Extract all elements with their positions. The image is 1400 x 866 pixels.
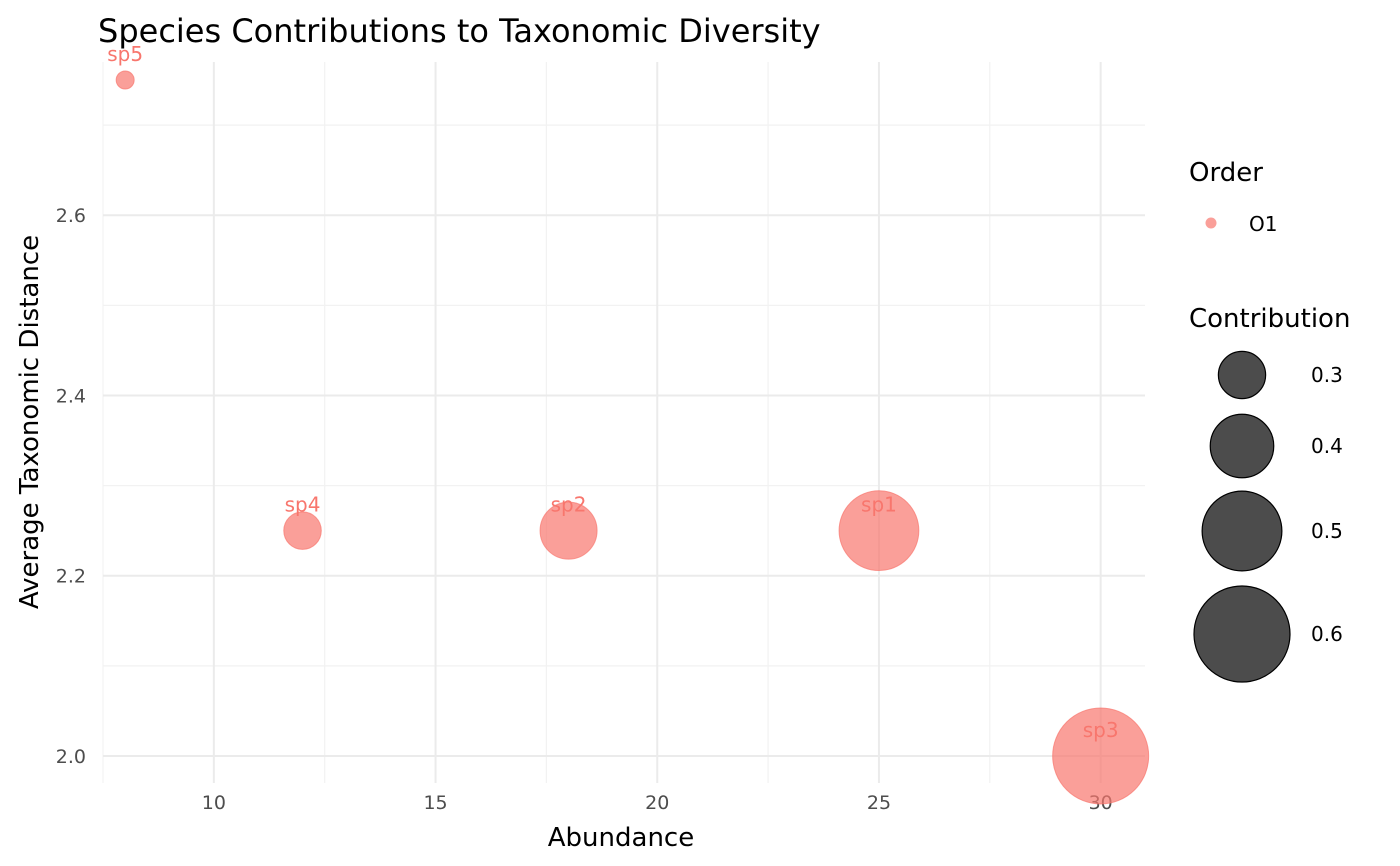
point-sp5 <box>115 70 135 90</box>
x-axis-ticks: 1015202530 <box>202 792 1113 814</box>
legend-contribution-item-label: 0.6 <box>1311 622 1343 646</box>
point-sp1 <box>838 490 920 572</box>
legend-contribution-key-icon <box>1201 490 1283 572</box>
legend-contribution-title: Contribution <box>1189 304 1350 334</box>
point-label-sp3: sp3 <box>1083 718 1119 742</box>
point-label-sp4: sp4 <box>285 493 321 517</box>
point-sp3 <box>1052 707 1150 805</box>
data-points <box>115 70 1150 805</box>
grid-minor <box>102 62 1145 783</box>
y-tick-label: 2.6 <box>56 205 86 227</box>
legend-contribution-item-label: 0.3 <box>1311 363 1343 387</box>
x-tick-label: 20 <box>645 792 669 814</box>
grid-major <box>103 62 1145 783</box>
data-point-labels: sp1 sp2 sp3 sp4 sp5 <box>107 42 1118 742</box>
legend-order-items: O1 <box>1205 212 1277 236</box>
legend-contribution-key-icon <box>1193 585 1291 683</box>
x-tick-label: 15 <box>423 792 447 814</box>
legend-contribution-item-label: 0.5 <box>1311 519 1343 543</box>
legend-contribution: Contribution 0.3 0.4 0.5 0.6 <box>1189 304 1350 683</box>
legend-contribution-key-icon <box>1209 413 1275 479</box>
point-sp4 <box>283 511 322 550</box>
legend-order-key-icon <box>1205 217 1217 229</box>
x-axis-title: Abundance <box>548 823 694 853</box>
chart-title: Species Contributions to Taxonomic Diver… <box>98 12 821 50</box>
y-axis-ticks: 2.0 2.2 2.4 2.6 <box>56 205 86 768</box>
point-label-sp5: sp5 <box>107 42 143 66</box>
y-tick-label: 2.2 <box>56 566 86 588</box>
legend-order-item-label: O1 <box>1249 212 1277 236</box>
legend-contribution-item-label: 0.4 <box>1311 434 1343 458</box>
x-tick-label: 25 <box>867 792 891 814</box>
point-sp2 <box>539 501 598 560</box>
x-tick-label: 10 <box>202 792 226 814</box>
y-tick-label: 2.4 <box>56 385 86 407</box>
legend-order-title: Order <box>1189 158 1263 188</box>
legend-order: Order O1 <box>1189 158 1277 236</box>
legend-contribution-items: 0.3 0.4 0.5 0.6 <box>1193 350 1343 683</box>
legend-contribution-key-icon <box>1217 350 1267 400</box>
point-label-sp2: sp2 <box>551 493 587 517</box>
y-tick-label: 2.0 <box>56 746 86 768</box>
point-label-sp1: sp1 <box>861 493 897 517</box>
y-axis-title: Average Taxonomic Distance <box>15 235 45 609</box>
